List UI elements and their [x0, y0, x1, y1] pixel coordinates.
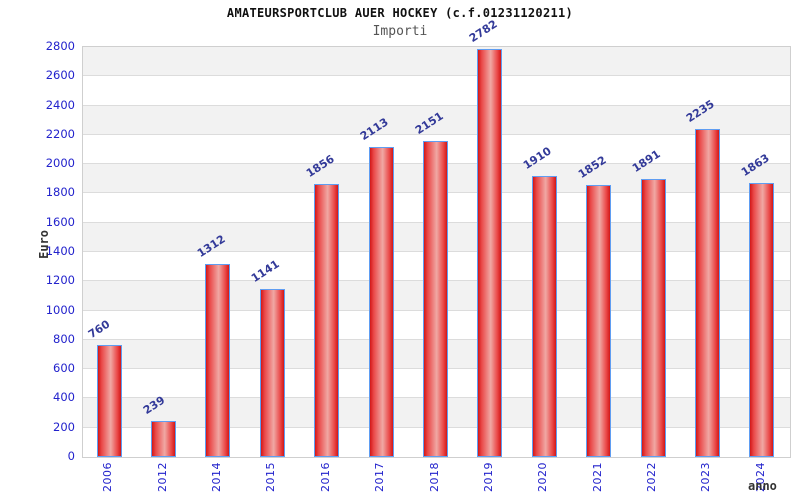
gridline: [83, 104, 790, 106]
y-tick-label: 1400: [45, 244, 75, 258]
x-tick-label: 2016: [318, 462, 332, 492]
y-tick-label: 2400: [45, 97, 75, 112]
bar: [205, 263, 231, 457]
y-tick-label: 1200: [45, 273, 75, 288]
x-tick-label: 2018: [427, 462, 441, 492]
y-tick-label: 1600: [45, 214, 75, 229]
y-tick-label: 2800: [45, 39, 75, 53]
x-tick-label: 2014: [209, 462, 223, 492]
grid-band: [83, 47, 790, 77]
x-tick-label: 2023: [699, 462, 713, 492]
x-tick-label: 2021: [590, 462, 604, 492]
bar: [531, 176, 557, 457]
gridline: [83, 133, 790, 135]
plot-area: [82, 46, 791, 458]
x-axis-title: anno: [748, 479, 777, 493]
bar: [259, 288, 285, 457]
bar: [368, 146, 394, 457]
bar-value-label: 2782: [466, 17, 500, 45]
x-tick-label: 2019: [481, 462, 495, 492]
chart-subtitle: Importi: [372, 24, 428, 39]
bar: [477, 48, 503, 457]
bar: [314, 184, 340, 457]
y-tick-label: 800: [53, 331, 75, 346]
y-tick-label: 200: [53, 419, 75, 434]
x-tick-label: 2015: [264, 462, 278, 492]
y-tick-label: 2200: [45, 126, 75, 141]
x-tick-label: 2022: [645, 462, 659, 492]
bar: [423, 141, 448, 457]
bar: [694, 128, 720, 457]
y-tick-label: 1800: [45, 185, 75, 200]
bar: [640, 179, 666, 457]
y-tick-label: 2000: [45, 156, 75, 171]
x-tick-label: 2006: [101, 462, 115, 492]
y-tick-label: 1000: [45, 302, 75, 317]
y-tick-label: 0: [67, 449, 75, 463]
bar: [151, 421, 177, 457]
grid-band: [83, 105, 790, 135]
bar: [96, 344, 122, 457]
x-tick-label: 2020: [536, 462, 550, 492]
chart-title: AMATEURSPORTCLUB AUER HOCKEY (c.f.012311…: [226, 6, 574, 20]
y-tick-label: 600: [53, 361, 75, 376]
bar: [586, 184, 612, 457]
x-tick-label: 2012: [155, 462, 169, 492]
x-tick-label: 2017: [373, 462, 387, 492]
gridline: [83, 75, 790, 77]
y-tick-label: 2600: [45, 68, 75, 83]
bar: [749, 183, 775, 457]
y-axis-title: Euro: [37, 230, 51, 259]
y-tick-label: 400: [53, 390, 75, 405]
